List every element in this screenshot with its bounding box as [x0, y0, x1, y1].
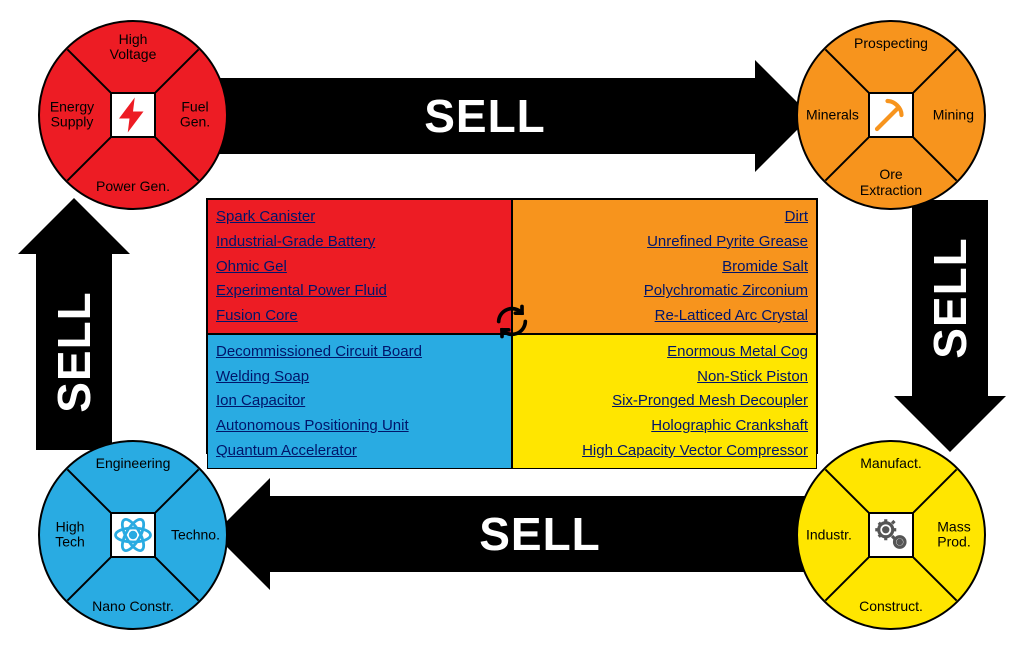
item-link[interactable]: Unrefined Pyrite Grease: [521, 231, 808, 253]
node-mining-bottom: OreExtraction: [798, 167, 984, 198]
node-energy-bottom: Power Gen.: [40, 179, 226, 194]
sell-arrow-bottom-label: SELL: [479, 507, 601, 561]
sell-arrow-left-label: SELL: [47, 291, 101, 413]
node-tech: Engineering Techno. Nano Constr. HighTec…: [38, 440, 228, 630]
node-mining-right: Mining: [933, 107, 974, 122]
item-link[interactable]: Decommissioned Circuit Board: [216, 341, 503, 363]
node-tech-bottom: Nano Constr.: [40, 599, 226, 614]
item-link[interactable]: Non-Stick Piston: [521, 366, 808, 388]
item-link[interactable]: Fusion Core: [216, 305, 503, 327]
item-link[interactable]: Polychromatic Zirconium: [521, 280, 808, 302]
cell-manuf: Enormous Metal Cog Non-Stick PistonSix-Pr…: [512, 334, 817, 469]
atom-icon: [110, 512, 156, 558]
node-tech-left: HighTech: [48, 520, 92, 551]
node-mining-top: Prospecting: [798, 36, 984, 51]
node-energy: HighVoltage FuelGen. Power Gen. EnergySu…: [38, 20, 228, 210]
sell-arrow-top-label: SELL: [424, 89, 546, 143]
item-link[interactable]: Quantum Accelerator: [216, 440, 503, 462]
node-manuf-top: Manufact.: [798, 456, 984, 471]
sell-arrow-right-label: SELL: [923, 237, 977, 359]
item-link[interactable]: Re-Latticed Arc Crystal: [521, 305, 808, 327]
node-mining: Prospecting Mining OreExtraction Mineral…: [796, 20, 986, 210]
item-link[interactable]: High Capacity Vector Compressor: [521, 440, 808, 462]
node-mining-left: Minerals: [806, 107, 859, 122]
item-link[interactable]: Spark Canister: [216, 206, 503, 228]
sell-arrow-bottom: SELL: [270, 496, 810, 572]
node-energy-right: FuelGen.: [172, 100, 218, 131]
node-manuf-left: Industr.: [806, 527, 852, 542]
cell-tech: Decommissioned Circuit Board Welding Soap…: [207, 334, 512, 469]
sell-arrow-right: SELL: [912, 200, 988, 396]
item-link[interactable]: Industrial-Grade Battery: [216, 231, 503, 253]
node-energy-top: HighVoltage: [40, 32, 226, 63]
item-link[interactable]: Bromide Salt: [521, 256, 808, 278]
cell-mining: Dirt Unrefined Pyrite Grease Bromide SaltP…: [512, 199, 817, 334]
node-energy-left: EnergySupply: [46, 100, 98, 131]
items-grid: Spark Canister Industrial-Grade Battery Oh…: [206, 198, 818, 454]
item-link[interactable]: Holographic Crankshaft: [521, 415, 808, 437]
node-tech-right: Techno.: [171, 527, 220, 542]
item-link[interactable]: Experimental Power Fluid: [216, 280, 503, 302]
node-manuf-right: MassProd.: [932, 520, 976, 551]
item-link[interactable]: Welding Soap: [216, 366, 503, 388]
cell-energy: Spark Canister Industrial-Grade Battery Oh…: [207, 199, 512, 334]
item-link[interactable]: Ion Capacitor: [216, 390, 503, 412]
pickaxe-icon: [868, 92, 914, 138]
item-link[interactable]: Autonomous Positioning Unit: [216, 415, 503, 437]
sell-arrow-left: SELL: [36, 254, 112, 450]
item-link[interactable]: Ohmic Gel: [216, 256, 503, 278]
item-link[interactable]: Dirt: [521, 206, 808, 228]
gears-icon: [868, 512, 914, 558]
node-manuf-bottom: Construct.: [798, 599, 984, 614]
item-link[interactable]: Enormous Metal Cog: [521, 341, 808, 363]
item-link[interactable]: Six-Pronged Mesh Decoupler: [521, 390, 808, 412]
bolt-icon: [110, 92, 156, 138]
node-tech-top: Engineering: [40, 456, 226, 471]
node-manuf: Manufact. MassProd. Construct. Industr.: [796, 440, 986, 630]
sell-arrow-top: SELL: [215, 78, 755, 154]
